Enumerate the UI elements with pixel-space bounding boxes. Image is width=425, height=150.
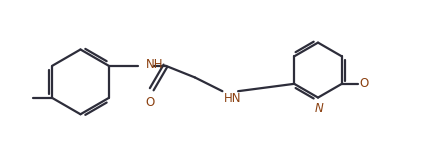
Text: NH: NH xyxy=(146,58,163,71)
Text: O: O xyxy=(145,96,154,109)
Text: N: N xyxy=(314,102,323,114)
Text: HN: HN xyxy=(224,92,242,105)
Text: O: O xyxy=(360,77,369,90)
